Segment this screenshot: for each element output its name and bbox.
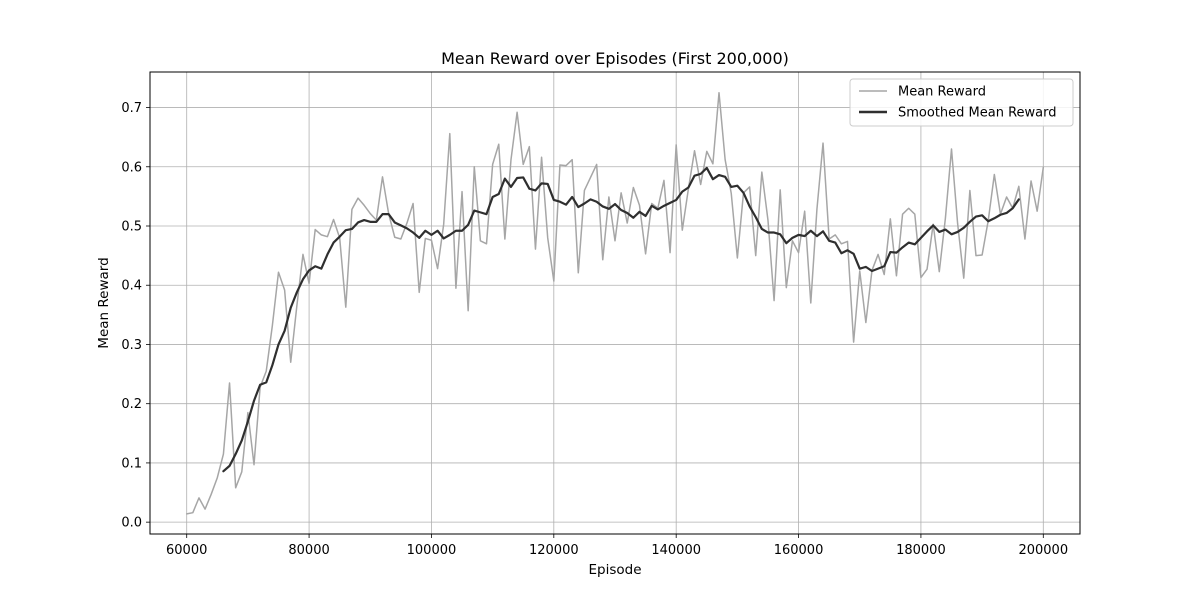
y-axis-title: Mean Reward [96,257,112,348]
grid [150,72,1080,534]
x-tick-label: 120000 [529,543,579,558]
x-tick-label: 180000 [896,543,946,558]
series-line-smoothed-mean-reward [222,166,1020,473]
legend: Mean Reward Smoothed Mean Reward [849,78,1074,127]
y-tick-label: 0.6 [121,160,142,175]
x-tick-label: 200000 [1018,543,1068,558]
y-tick-label: 0.2 [121,397,142,412]
y-tick-label: 0.3 [121,338,142,353]
legend-box [849,78,1074,127]
legend-label-mean-reward: Mean Reward [898,85,986,100]
y-tick-label: 0.7 [121,101,142,116]
x-tick-label: 100000 [407,543,457,558]
x-tick-label: 60000 [166,543,207,558]
legend-label-smoothed-mean-reward: Smoothed Mean Reward [898,106,1057,121]
x-tick-label: 160000 [774,543,824,558]
series-layer [185,91,1045,515]
plot-frame [149,71,1081,535]
y-axis-ticks: 0.0 0.1 0.2 0.3 0.4 0.5 0.6 0.7 [121,101,150,531]
x-tick-label: 140000 [651,543,701,558]
y-tick-label: 0.4 [121,279,142,294]
y-tick-label: 0.5 [121,220,142,235]
y-tick-label: 0.0 [121,516,142,531]
x-axis-title: Episode [588,562,641,578]
chart-title: Mean Reward over Episodes (First 200,000… [441,49,789,68]
x-tick-label: 80000 [288,543,329,558]
y-tick-label: 0.1 [121,456,142,471]
x-axis-ticks: 60000 80000 100000 120000 140000 160000 180000… [166,534,1068,558]
series-line-mean-reward [185,91,1045,515]
